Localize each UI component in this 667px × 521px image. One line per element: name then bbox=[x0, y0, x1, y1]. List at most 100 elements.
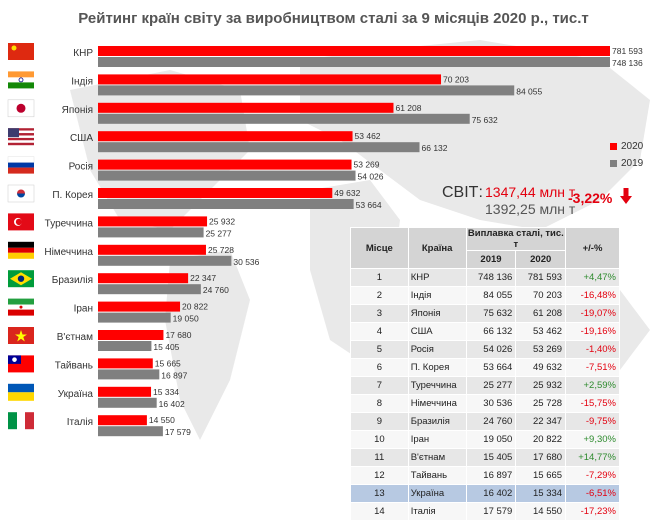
header-country: Країна bbox=[407, 227, 467, 269]
data-label-2020: 70 203 bbox=[443, 74, 469, 84]
cell-rank: 4 bbox=[350, 322, 409, 341]
table-row: 4 США 66 132 53 462 -19,16% bbox=[350, 322, 620, 341]
data-label-2020: 20 822 bbox=[182, 302, 208, 312]
cell-country: Індія bbox=[407, 286, 467, 305]
legend-label-2020: 2020 bbox=[621, 141, 644, 152]
taiwan-flag-icon bbox=[8, 355, 34, 373]
brazil-flag-icon bbox=[8, 270, 34, 288]
table-row: 1 КНР 748 136 781 593 +4,47% bbox=[350, 268, 620, 287]
germany-flag-icon bbox=[8, 241, 34, 259]
cell-2019: 66 132 bbox=[465, 322, 517, 341]
data-label-2019: 17 579 bbox=[165, 427, 191, 437]
italy-flag-icon bbox=[8, 412, 34, 430]
cell-country: Туреччина bbox=[407, 376, 467, 395]
bar-2019 bbox=[98, 142, 420, 153]
table-row: 11 В'єтнам 15 405 17 680 +14,77% bbox=[350, 448, 620, 467]
bar-2020 bbox=[98, 330, 164, 340]
cell-change: -7,51% bbox=[565, 358, 620, 377]
bar-2020 bbox=[98, 415, 147, 426]
bar-2020 bbox=[98, 386, 152, 397]
table-row: 8 Німеччина 30 536 25 728 -15,75% bbox=[350, 394, 620, 413]
cell-country: Бразилія bbox=[407, 412, 467, 431]
bar-2019 bbox=[98, 57, 610, 67]
category-label: Індія bbox=[71, 76, 93, 87]
cell-rank: 3 bbox=[350, 304, 409, 323]
cell-2020: 15 665 bbox=[515, 466, 567, 485]
cell-change: -9,75% bbox=[565, 412, 620, 431]
bar-2019 bbox=[98, 113, 470, 124]
table-row: 10 Іран 19 050 20 822 +9,30% bbox=[350, 430, 620, 449]
legend-item-2020: 2020 bbox=[610, 138, 643, 155]
header-2020: 2020 bbox=[515, 250, 567, 269]
bar-2020 bbox=[98, 273, 189, 284]
data-label-2020: 15 665 bbox=[155, 358, 181, 368]
table-row: 5 Росія 54 026 53 269 -1,40% bbox=[350, 340, 620, 359]
cell-2019: 19 050 bbox=[465, 430, 517, 449]
cell-2019: 54 026 bbox=[465, 340, 517, 359]
bar-2020 bbox=[98, 358, 153, 369]
legend-swatch-2020 bbox=[610, 143, 617, 150]
cell-change: -19,16% bbox=[565, 322, 620, 341]
cell-rank: 12 bbox=[350, 466, 409, 485]
data-label-2019: 15 405 bbox=[153, 342, 179, 352]
data-label-2020: 14 550 bbox=[149, 415, 175, 425]
down-arrow-icon bbox=[620, 188, 632, 204]
data-label-2020: 53 269 bbox=[354, 160, 380, 170]
cell-change: -6,51% bbox=[565, 484, 620, 503]
cell-change: -16,48% bbox=[565, 286, 620, 305]
header-rank: Місце bbox=[350, 227, 409, 269]
data-label-2019: 748 136 bbox=[612, 58, 643, 68]
cell-country: КНР bbox=[407, 268, 467, 287]
table-body: 1 КНР 748 136 781 593 +4,47% 2 Індія 84 055 70 2… bbox=[350, 268, 620, 521]
data-label-2020: 61 208 bbox=[395, 103, 421, 113]
bar-2020 bbox=[98, 301, 181, 312]
cell-change: -1,40% bbox=[565, 340, 620, 359]
cell-2019: 53 664 bbox=[465, 358, 517, 377]
table-row: 12 Тайвань 16 897 15 665 -7,29% bbox=[350, 466, 620, 485]
category-label: П. Корея bbox=[52, 190, 93, 201]
cell-2020: 61 208 bbox=[515, 304, 567, 323]
cell-rank: 9 bbox=[350, 412, 409, 431]
cell-change: -17,23% bbox=[565, 502, 620, 521]
legend-label-2019: 2019 bbox=[621, 158, 644, 169]
data-label-2020: 15 334 bbox=[153, 387, 179, 397]
cell-2019: 15 405 bbox=[465, 448, 517, 467]
data-label-2020: 781 593 bbox=[612, 46, 643, 56]
cell-rank: 10 bbox=[350, 430, 409, 449]
legend: 2020 2019 bbox=[610, 138, 643, 172]
cell-rank: 8 bbox=[350, 394, 409, 413]
cell-change: +2,59% bbox=[565, 376, 620, 395]
data-label-2019: 66 132 bbox=[422, 143, 448, 153]
header-change: +/-% bbox=[565, 227, 620, 269]
legend-item-2019: 2019 bbox=[610, 155, 643, 172]
india-flag-icon bbox=[8, 71, 34, 89]
cell-2020: 70 203 bbox=[515, 286, 567, 305]
category-label: Бразилія bbox=[52, 275, 93, 286]
bar-2020 bbox=[98, 216, 208, 227]
bar-2019 bbox=[98, 426, 163, 437]
cell-2020: 20 822 bbox=[515, 430, 567, 449]
bar-2019 bbox=[98, 227, 204, 238]
cell-2019: 84 055 bbox=[465, 286, 517, 305]
cell-change: -7,29% bbox=[565, 466, 620, 485]
cell-2019: 748 136 bbox=[465, 268, 517, 287]
bar-2019 bbox=[98, 369, 160, 380]
bar-2020 bbox=[98, 131, 353, 142]
cell-country: Німеччина bbox=[407, 394, 467, 413]
data-label-2019: 54 026 bbox=[358, 172, 384, 182]
cell-country: Іран bbox=[407, 430, 467, 449]
table-row: 3 Японія 75 632 61 208 -19,07% bbox=[350, 304, 620, 323]
table-row: 2 Індія 84 055 70 203 -16,48% bbox=[350, 286, 620, 305]
cell-2020: 14 550 bbox=[515, 502, 567, 521]
bar-2020 bbox=[98, 74, 442, 85]
category-label: Німеччина bbox=[44, 247, 93, 258]
cell-country: Росія bbox=[407, 340, 467, 359]
cell-country: П. Корея bbox=[407, 358, 467, 377]
category-label: Туреччина bbox=[45, 218, 94, 229]
cell-rank: 5 bbox=[350, 340, 409, 359]
japan-flag-icon bbox=[7, 99, 35, 118]
header-production: Виплавка сталі, тис. т bbox=[465, 227, 567, 251]
cell-rank: 7 bbox=[350, 376, 409, 395]
data-label-2019: 53 664 bbox=[356, 200, 382, 210]
data-label-2019: 19 050 bbox=[173, 314, 199, 324]
